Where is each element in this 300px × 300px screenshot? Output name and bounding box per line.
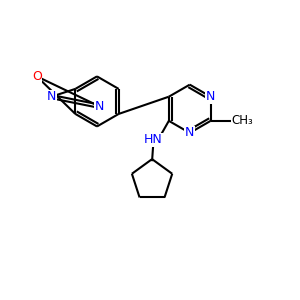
Text: O: O [32,70,42,83]
Text: N: N [47,90,56,103]
Text: CH₃: CH₃ [232,114,254,127]
Text: N: N [94,100,104,113]
Text: HN: HN [144,134,163,146]
Text: N: N [185,126,194,140]
Text: N: N [206,90,215,103]
